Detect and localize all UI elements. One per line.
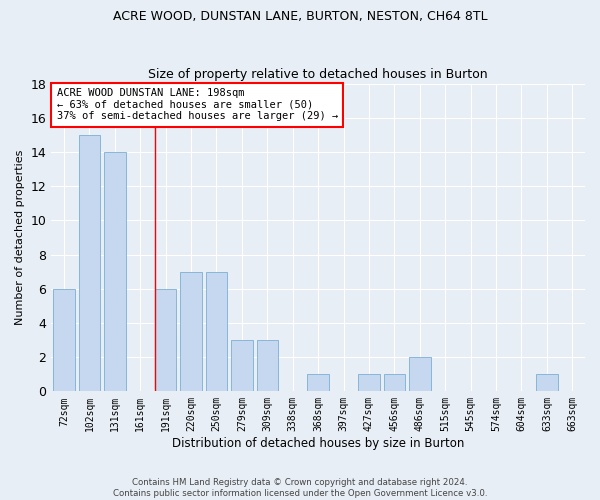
Title: Size of property relative to detached houses in Burton: Size of property relative to detached ho… [148,68,488,81]
Bar [206,272,227,392]
Bar [257,340,278,392]
Bar [307,374,329,392]
Text: Contains HM Land Registry data © Crown copyright and database right 2024.
Contai: Contains HM Land Registry data © Crown c… [113,478,487,498]
Bar [79,135,100,392]
Bar [231,340,253,392]
X-axis label: Distribution of detached houses by size in Burton: Distribution of detached houses by size … [172,437,464,450]
Bar [104,152,125,392]
Text: ACRE WOOD DUNSTAN LANE: 198sqm
← 63% of detached houses are smaller (50)
37% of : ACRE WOOD DUNSTAN LANE: 198sqm ← 63% of … [56,88,338,122]
Bar [383,374,405,392]
Text: ACRE WOOD, DUNSTAN LANE, BURTON, NESTON, CH64 8TL: ACRE WOOD, DUNSTAN LANE, BURTON, NESTON,… [113,10,487,23]
Bar [53,288,75,392]
Bar [358,374,380,392]
Bar [536,374,557,392]
Y-axis label: Number of detached properties: Number of detached properties [15,150,25,325]
Bar [155,288,176,392]
Bar [409,357,431,392]
Bar [180,272,202,392]
